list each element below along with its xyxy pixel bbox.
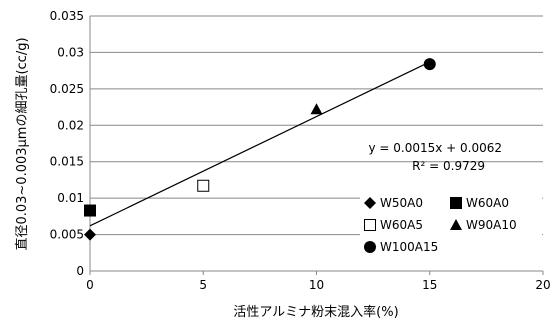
x-tick-10: 10 (309, 278, 324, 292)
trendline-line (89, 61, 431, 227)
trendline-r-squared: R² = 0.9729 (412, 159, 485, 173)
y-tick-0.01: 0.01 (57, 191, 84, 205)
y-tick-0.025: 0.025 (50, 82, 84, 96)
legend-label-w100a15: W100A15 (380, 240, 438, 254)
legend-label-w60a5: W60A5 (380, 218, 423, 232)
point-w100a15 (423, 58, 436, 71)
legend-marker-w100a15 (364, 241, 376, 253)
y-axis-title: 直径0.03~0.003μmの細孔量(cc/g) (15, 37, 30, 250)
legend: W50A0 W60A0 W60A5 W90A10 W100A15 (360, 190, 542, 262)
y-tick-0.02: 0.02 (57, 118, 84, 132)
y-tick-0.035: 0.035 (50, 9, 84, 23)
legend-marker-w60a5 (364, 219, 376, 231)
legend-marker-w50a0 (364, 197, 376, 209)
axes (89, 16, 544, 275)
y-tick-0.005: 0.005 (50, 228, 84, 242)
point-w50a0 (84, 228, 96, 241)
trendline (89, 61, 431, 227)
x-tick-5: 5 (199, 278, 207, 292)
y-tick-0: 0 (76, 264, 84, 278)
point-w60a0 (84, 204, 96, 217)
x-tick-20: 20 (535, 278, 550, 292)
legend-label-w50a0: W50A0 (380, 196, 423, 210)
point-w60a5 (197, 179, 210, 192)
y-tick-labels: 0 0.005 0.01 0.015 0.02 0.025 0.03 0.035 (50, 9, 84, 278)
legend-marker-w60a0 (450, 197, 462, 209)
grid-lines (90, 15, 543, 236)
point-w90a10 (310, 103, 323, 115)
x-tick-labels: 0 5 10 15 20 (86, 278, 550, 292)
x-tick-0: 0 (86, 278, 94, 292)
legend-label-w90a10: W90A10 (466, 218, 517, 232)
x-tick-15: 15 (422, 278, 437, 292)
x-axis-title: 活性アルミナ粉末混入率(%) (233, 304, 398, 320)
legend-marker-w90a10 (450, 219, 462, 230)
legend-label-w60a0: W60A0 (466, 196, 509, 210)
y-tick-0.015: 0.015 (50, 155, 84, 169)
y-tick-0.03: 0.03 (57, 45, 84, 59)
data-points (84, 58, 436, 241)
trendline-equation: y = 0.0015x + 0.0062 (368, 141, 502, 155)
